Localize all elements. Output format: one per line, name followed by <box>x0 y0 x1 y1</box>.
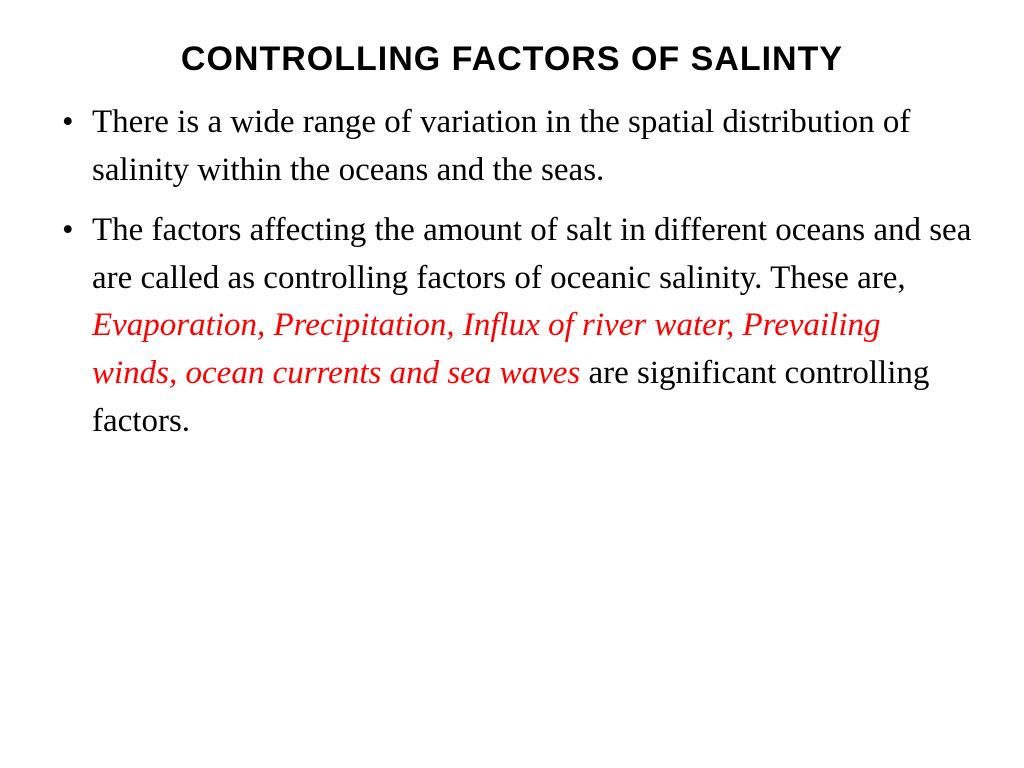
bullet-list: There is a wide range of variation in th… <box>50 99 974 446</box>
bullet-text-segment: The factors affecting the amount of salt… <box>92 212 971 296</box>
bullet-text-segment: There is a wide range of variation in th… <box>92 104 910 188</box>
bullet-item: There is a wide range of variation in th… <box>50 99 974 195</box>
slide-title: CONTROLLING FACTORS OF SALINTY <box>50 40 974 79</box>
bullet-item: The factors affecting the amount of salt… <box>50 207 974 446</box>
